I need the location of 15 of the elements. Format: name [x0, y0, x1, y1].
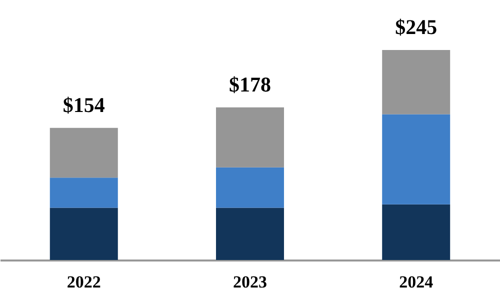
bar [216, 167, 284, 208]
bar [216, 208, 284, 260]
bar [216, 107, 284, 168]
annotation: $178 [229, 72, 271, 96]
bar [382, 50, 450, 114]
bar [382, 114, 450, 204]
bar [50, 128, 118, 178]
x-tick-label: 2023 [233, 272, 267, 292]
bar [382, 204, 450, 260]
x-tick-label: 2024 [399, 272, 434, 292]
annotation: $245 [395, 15, 438, 39]
bar [50, 208, 118, 260]
bar [50, 178, 118, 208]
annotation: $154 [62, 92, 106, 117]
x-tick-label: 2022 [66, 272, 101, 292]
